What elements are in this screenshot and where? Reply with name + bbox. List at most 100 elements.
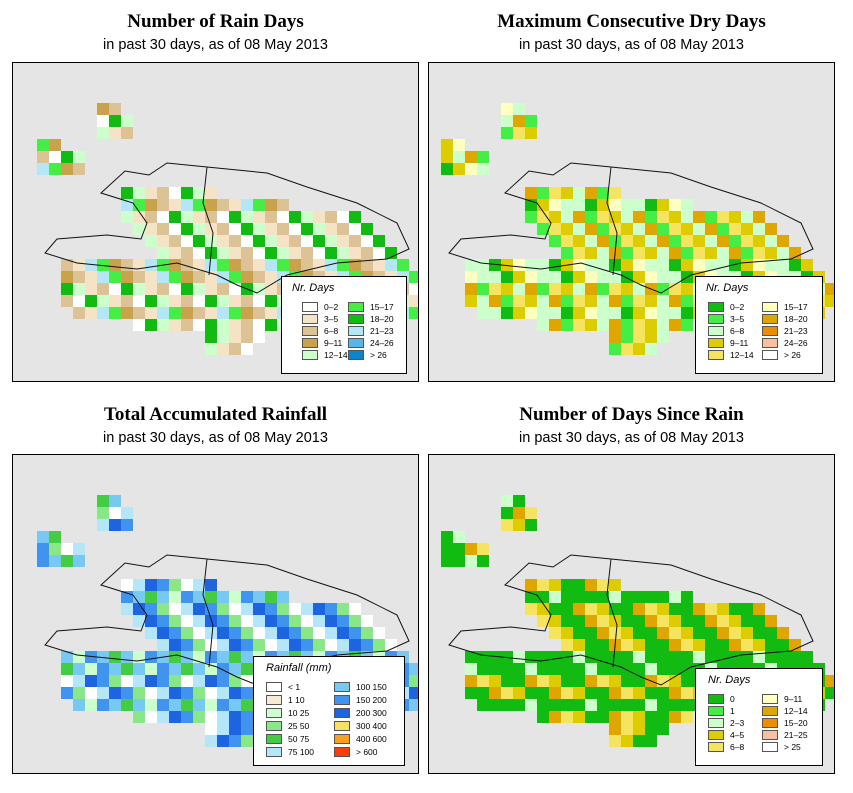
grid-cell — [681, 235, 693, 247]
grid-cell — [289, 639, 301, 651]
grid-cell — [145, 235, 157, 247]
rain-days-map — [12, 62, 419, 382]
grid-cell — [313, 627, 325, 639]
grid-cell — [313, 603, 325, 615]
grid-cell — [597, 271, 609, 283]
grid-cell — [253, 223, 265, 235]
grid-cell — [477, 151, 489, 163]
grid-cell — [705, 223, 717, 235]
grid-cell — [109, 507, 121, 519]
grid-cell — [645, 735, 657, 747]
grid-cell — [609, 211, 621, 223]
grid-cell — [561, 235, 573, 247]
grid-cell — [513, 699, 525, 711]
legend-swatch — [302, 301, 318, 312]
grid-cell — [181, 223, 193, 235]
legend-item: 12–14 — [762, 705, 808, 716]
legend-label: 6–8 — [324, 325, 339, 336]
rain-days-panel: Nr. Days 0–2 3–5 6–8 9–11 12–14 15–17 18–20 21–… — [12, 62, 419, 387]
grid-cell — [525, 211, 537, 223]
grid-cell — [693, 615, 705, 627]
grid-cell — [489, 259, 501, 271]
grid-cell — [409, 283, 418, 295]
grid-cell — [169, 699, 181, 711]
grid-cell — [681, 591, 693, 603]
grid-cell — [217, 283, 229, 295]
grid-cell — [753, 247, 765, 259]
grid-cell — [229, 331, 241, 343]
grid-cell — [169, 259, 181, 271]
grid-cell — [337, 639, 349, 651]
grid-cell — [681, 651, 693, 663]
grid-cell — [645, 235, 657, 247]
grid-cell — [325, 639, 337, 651]
grid-cell — [729, 235, 741, 247]
grid-cell — [681, 319, 693, 331]
grid-cell — [681, 687, 693, 699]
grid-cell — [337, 603, 349, 615]
grid-cell — [133, 211, 145, 223]
grid-cell — [241, 343, 253, 355]
grid-cell — [277, 235, 289, 247]
grid-cell — [229, 615, 241, 627]
grid-cell — [645, 723, 657, 735]
grid-cell — [645, 639, 657, 651]
grid-cell — [229, 223, 241, 235]
grid-cell — [573, 639, 585, 651]
grid-cell — [169, 675, 181, 687]
grid-cell — [241, 651, 253, 663]
grid-cell — [561, 687, 573, 699]
grid-cell — [645, 591, 657, 603]
grid-cell — [717, 247, 729, 259]
grid-cell — [97, 283, 109, 295]
grid-cell — [229, 319, 241, 331]
grid-cell — [73, 259, 85, 271]
legend-swatch — [708, 717, 724, 728]
grid-cell — [597, 639, 609, 651]
grid-cell — [633, 639, 645, 651]
grid-cell — [549, 615, 561, 627]
grid-cell — [241, 699, 253, 711]
grid-cell — [289, 603, 301, 615]
legend-swatch — [334, 694, 350, 705]
legend-label: 15–17 — [784, 301, 808, 312]
grid-cell — [669, 639, 681, 651]
legend-label: 4–5 — [730, 729, 745, 740]
grid-cell — [525, 675, 537, 687]
grid-cell — [597, 651, 609, 663]
grid-cell — [777, 627, 789, 639]
legend-label: 18–20 — [784, 313, 808, 324]
grid-cell — [621, 687, 633, 699]
grid-cell — [585, 675, 597, 687]
grid-cell — [61, 663, 73, 675]
grid-cell — [501, 283, 513, 295]
grid-cell — [193, 223, 205, 235]
grid-cell — [181, 295, 193, 307]
grid-cell — [337, 615, 349, 627]
legend-swatch — [762, 325, 778, 336]
grid-cell — [537, 699, 549, 711]
grid-cell — [97, 651, 109, 663]
grid-cell — [193, 283, 205, 295]
grid-cell — [265, 639, 277, 651]
grid-cell — [621, 199, 633, 211]
grid-cell — [49, 163, 61, 175]
grid-cell — [277, 603, 289, 615]
grid-cell — [621, 331, 633, 343]
grid-cell — [157, 699, 169, 711]
grid-cell — [349, 211, 361, 223]
grid-cell — [157, 247, 169, 259]
legend-swatch — [762, 313, 778, 324]
legend-swatch — [708, 301, 724, 312]
grid-cell — [157, 663, 169, 675]
grid-cell — [585, 627, 597, 639]
grid-cell — [621, 675, 633, 687]
grid-cell — [549, 627, 561, 639]
grid-cell — [205, 343, 217, 355]
grid-cell — [525, 507, 537, 519]
grid-cell — [693, 235, 705, 247]
grid-cell — [241, 307, 253, 319]
legend-item: 150 200 — [334, 694, 387, 705]
grid-cell — [453, 555, 465, 567]
grid-cell — [693, 651, 705, 663]
